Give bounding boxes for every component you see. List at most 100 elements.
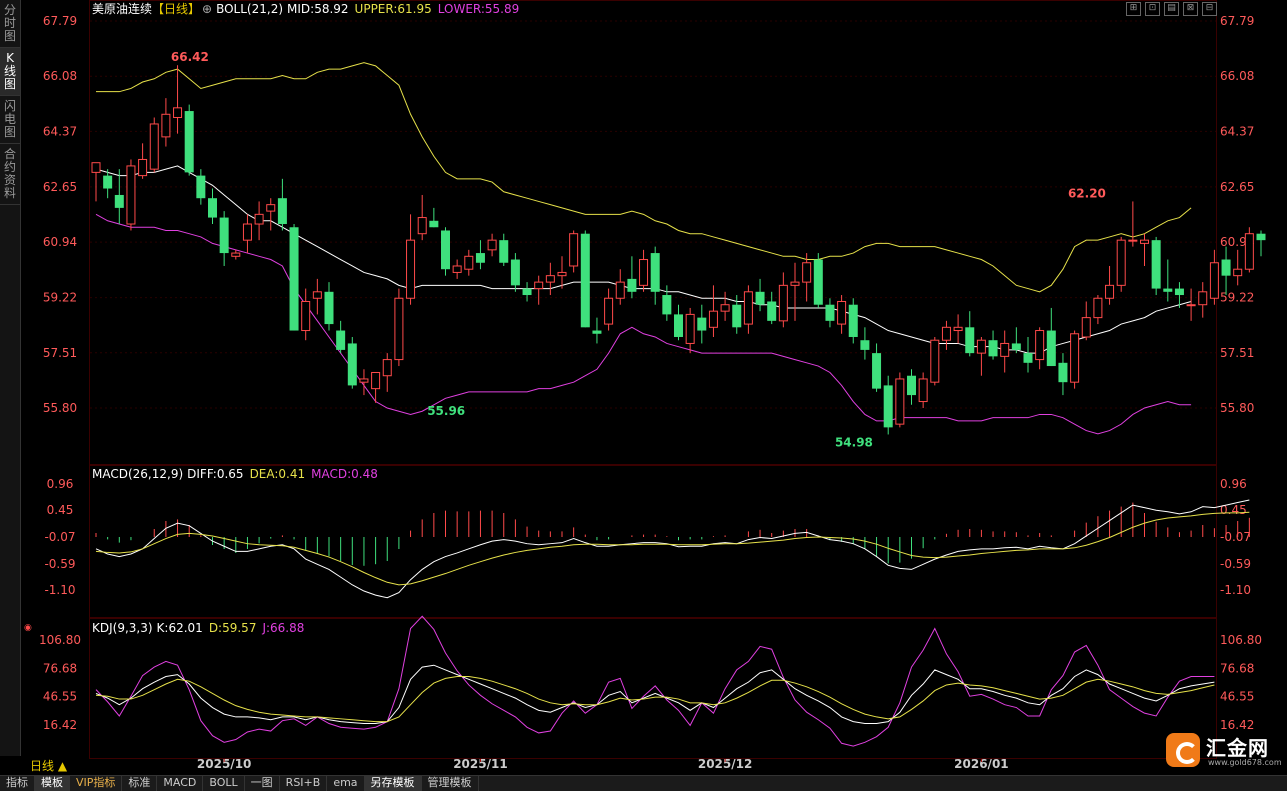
- candle-body-down: [662, 295, 672, 315]
- toolbar-button-5[interactable]: BOLL: [203, 776, 245, 791]
- candle-body-down: [347, 343, 357, 386]
- candle-body-up: [173, 107, 183, 119]
- candle-body-down: [1256, 233, 1266, 241]
- candle-body-up: [534, 281, 544, 290]
- price-tick-right: 55.80: [1220, 401, 1254, 415]
- macd-tick-right: -1.10: [1220, 583, 1251, 597]
- window-control-icon-3[interactable]: ⊠: [1183, 2, 1198, 16]
- kdj-d-line: [95, 675, 1215, 723]
- macd-diff-line: [95, 499, 1250, 599]
- toolbar-button-1[interactable]: 模板: [35, 776, 70, 791]
- window-control-icon-1[interactable]: ⊡: [1145, 2, 1160, 16]
- candle-body-down: [697, 317, 707, 331]
- candle-body-down: [988, 340, 998, 357]
- pane-marker-icon[interactable]: ◉: [24, 623, 32, 633]
- candle-body-up: [254, 213, 264, 225]
- candle-body-up: [161, 113, 171, 138]
- candle-body-down: [825, 304, 835, 321]
- toolbar-button-6[interactable]: 一图: [245, 776, 280, 791]
- sidebar-tab-0[interactable]: 分时图: [0, 0, 20, 48]
- kdj-tick-right: 76.68: [1220, 661, 1254, 675]
- candle-body-up: [1105, 284, 1115, 299]
- candle-body-up: [930, 339, 940, 383]
- candle-body-down: [1151, 240, 1161, 289]
- macd-legend: MACD(26,12,9) DIFF:0.65 DEA:0.41 MACD:0.48: [92, 467, 378, 481]
- candle-body-up: [778, 284, 788, 322]
- candle-body-up: [1093, 297, 1103, 319]
- candle-body-up: [312, 291, 322, 299]
- candle-body-down: [1163, 288, 1173, 292]
- candle-body-down: [208, 198, 217, 218]
- kdj-tick-left: 16.42: [43, 718, 77, 732]
- window-control-icon-2[interactable]: ▤: [1164, 2, 1179, 16]
- candle-body-up: [394, 297, 404, 361]
- candle-body-up: [1198, 291, 1208, 306]
- candle-body-down: [883, 385, 893, 428]
- kdj-d-value: D:59.57: [209, 621, 257, 635]
- chart-area[interactable]: 67.79 66.08 64.37 62.65 60.94 59.22 57.51 55.80…: [20, 0, 1287, 775]
- logo-url: www.gold678.com: [1208, 758, 1282, 767]
- candle-body-up: [266, 204, 276, 212]
- candle-body-up: [1209, 262, 1219, 299]
- boll-lines: [95, 62, 1192, 435]
- macd-tick-right: 0.96: [1220, 477, 1247, 491]
- candle-body-down: [907, 375, 916, 396]
- window-control-icon-4[interactable]: ⊟: [1202, 2, 1217, 16]
- header-legend: 美原油连续【日线】 ⊕ BOLL(21,2) MID:58.92 UPPER:61.95…: [92, 1, 519, 16]
- toolbar-button-10[interactable]: 管理模板: [422, 776, 479, 791]
- toolbar-button-3[interactable]: 标准: [122, 776, 158, 791]
- toolbar-button-2[interactable]: VIP指标: [70, 776, 123, 791]
- candle-body-up: [91, 162, 101, 173]
- price-tick-left: 64.37: [43, 124, 77, 138]
- sidebar-tab-2[interactable]: 闪电图: [0, 96, 20, 144]
- period-selector[interactable]: 日线 ▲: [30, 759, 68, 773]
- candle-body-down: [848, 304, 858, 337]
- kdj-label: KDJ(9,3,3): [92, 621, 153, 635]
- candle-body-down: [441, 230, 450, 270]
- candle-body-up: [487, 239, 497, 251]
- candle-body-down: [196, 175, 206, 199]
- candle-body-up: [1233, 268, 1243, 277]
- period-badge[interactable]: 【日线】: [152, 2, 200, 16]
- boll-upper-value: UPPER:61.95: [355, 2, 432, 16]
- price-tick-left: 66.08: [43, 69, 77, 83]
- kdj-tick-right: 16.42: [1220, 718, 1254, 732]
- candle-body-up: [301, 300, 311, 332]
- toolbar-button-4[interactable]: MACD: [157, 776, 204, 791]
- kdj-tick-left: 46.55: [43, 690, 77, 704]
- sidebar-tab-3[interactable]: 合约资料: [0, 144, 20, 205]
- kdj-tick-right: 106.80: [1220, 633, 1262, 647]
- candle-body-down: [872, 353, 882, 389]
- settings-icon[interactable]: ⊕: [202, 2, 212, 16]
- toolbar-button-9[interactable]: 另存模板: [364, 776, 422, 791]
- price-tick-right: 62.65: [1220, 180, 1254, 194]
- candle-body-up: [149, 123, 159, 170]
- macd-tick-left: -0.59: [44, 557, 75, 571]
- candle-body-down: [650, 253, 660, 292]
- toolbar-button-7[interactable]: RSI+B: [280, 776, 328, 791]
- candle-body-down: [965, 327, 975, 354]
- toolbar-button-8[interactable]: ema: [327, 776, 365, 791]
- candle-body-up: [1186, 304, 1196, 307]
- price-tick-right: 66.08: [1220, 69, 1254, 83]
- macd-tick-right: -0.07: [1220, 530, 1251, 544]
- candle-body-down: [1058, 362, 1068, 383]
- candle-body-down: [1011, 343, 1021, 350]
- candle-body-up: [790, 281, 800, 286]
- price-annotations: 66.42 55.96 54.98 62.20: [171, 50, 1106, 449]
- candle-body-down: [1046, 330, 1056, 367]
- candle-body-up: [417, 217, 427, 235]
- window-control-icon-0[interactable]: ⊞: [1126, 2, 1141, 16]
- macd-tick-left: -1.10: [44, 583, 75, 597]
- candle-body-down: [184, 111, 194, 173]
- macd-tick-right: 0.45: [1220, 503, 1247, 517]
- price-tick-right: 57.51: [1220, 346, 1254, 360]
- bottom-toolbar: 指标 模板 VIP指标 标准 MACD BOLL 一图 RSI+B ema 另存模板 管理模板: [0, 775, 1287, 791]
- candle-body-down: [522, 288, 532, 296]
- toolbar-button-0[interactable]: 指标: [0, 776, 35, 791]
- candle-body-down: [592, 330, 602, 334]
- candle-body-up: [615, 281, 625, 299]
